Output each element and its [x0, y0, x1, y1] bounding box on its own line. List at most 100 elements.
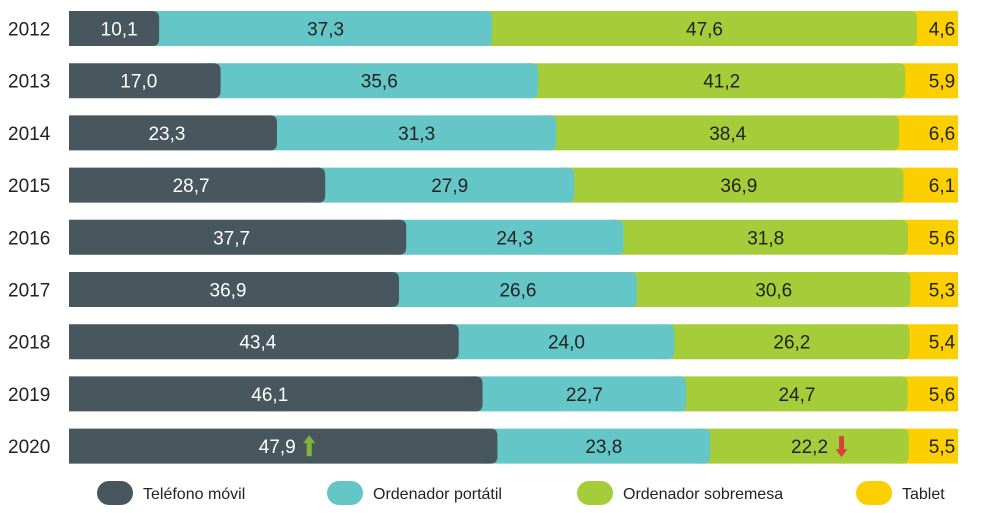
data-label: 23,3 [148, 124, 185, 145]
data-label: 36,9 [720, 176, 757, 197]
category-label: 2014 [8, 124, 51, 145]
bar-row: 2013 17,0 35,6 41,2 5,9 [8, 63, 958, 99]
data-label: 24,0 [548, 333, 585, 354]
bar-segment [69, 219, 407, 255]
data-label: 6,6 [929, 124, 955, 145]
bar-row: 2012 10,1 37,3 47,6 4,6 [8, 11, 958, 46]
bar-segment [622, 272, 911, 307]
legend-item: Tablet [856, 481, 945, 505]
arrow-up-icon [303, 435, 316, 457]
category-label: 2012 [8, 20, 50, 41]
category-label: 2015 [8, 176, 50, 197]
data-label: 43,4 [239, 333, 276, 354]
data-label: 26,2 [773, 333, 810, 354]
bar-segment [609, 219, 908, 255]
legend-item: Ordenador portátil [327, 481, 502, 505]
category-label: 2019 [8, 385, 50, 406]
bar-segment [69, 11, 160, 46]
data-label: 38,4 [709, 124, 746, 145]
bar-segment [206, 63, 539, 99]
data-label: 5,4 [929, 333, 956, 354]
data-label: 4,6 [929, 20, 955, 41]
legend-swatch [856, 481, 892, 505]
data-label: 22,2 [791, 437, 828, 458]
data-label: 36,9 [210, 281, 247, 302]
data-label: 5,5 [929, 437, 955, 458]
data-label: 47,6 [686, 20, 723, 41]
data-label: 5,6 [929, 228, 955, 249]
legend-swatch [577, 481, 613, 505]
data-label: 5,9 [929, 72, 955, 93]
data-label: 26,6 [499, 281, 536, 302]
bar-row: 2020 47,9 23,8 22,2 5,5 [8, 428, 958, 464]
bar-segment [69, 63, 221, 99]
data-label: 22,7 [566, 385, 603, 406]
category-label: 2016 [8, 228, 50, 249]
bar-row: 2014 23,3 31,3 38,4 6,6 [8, 115, 958, 151]
bar-segment [885, 115, 958, 151]
bar-segment [478, 11, 917, 46]
bar-segment [891, 63, 958, 99]
bar-segment [311, 167, 575, 203]
legend-swatch [327, 481, 363, 505]
bar-segment [524, 63, 906, 99]
data-label: 5,6 [929, 385, 955, 406]
bar-segment [894, 428, 958, 464]
bar-row: 2015 28,7 27,9 36,9 6,1 [8, 167, 958, 203]
data-label: 31,3 [398, 124, 435, 145]
data-label: 27,9 [431, 176, 468, 197]
category-label: 2018 [8, 333, 50, 354]
bar-segment [895, 324, 958, 360]
data-label: 47,9 [259, 437, 296, 458]
category-label: 2020 [8, 437, 50, 458]
bar-segment [560, 167, 904, 203]
data-label: 23,8 [585, 437, 622, 458]
bar-segment [889, 167, 958, 203]
data-label: 24,3 [496, 228, 533, 249]
arrow-down-icon [835, 436, 848, 458]
bar-segment [893, 219, 958, 255]
bar-row: 2016 37,7 24,3 31,8 5,6 [8, 219, 958, 255]
bar-segment [896, 272, 958, 307]
bar-segment [69, 167, 326, 203]
bar-segment [262, 115, 557, 151]
bar-row: 2017 36,9 26,6 30,6 5,3 [8, 272, 958, 307]
bar-segment [69, 428, 498, 464]
category-label: 2013 [8, 72, 50, 93]
data-label: 35,6 [361, 72, 398, 93]
legend-label: Ordenador sobremesa [623, 486, 783, 503]
data-label: 10,1 [101, 20, 138, 41]
data-label: 24,7 [778, 385, 815, 406]
bar-segment [69, 115, 277, 151]
bar-segment [483, 428, 711, 464]
data-label: 28,7 [173, 176, 210, 197]
legend-item: Teléfono móvil [97, 481, 245, 505]
data-label: 6,1 [929, 176, 955, 197]
bar-segment [69, 376, 483, 412]
legend-label: Ordenador portátil [373, 486, 502, 503]
legend-swatch [97, 481, 133, 505]
bar-segment [69, 272, 400, 307]
bar-segment [444, 324, 675, 360]
data-label: 17,0 [120, 72, 157, 93]
bar-segment [468, 376, 687, 412]
bar-segment [69, 324, 459, 360]
bar-segment [542, 115, 900, 151]
bar-segment [385, 272, 637, 307]
legend-label: Tablet [902, 486, 945, 503]
category-label: 2017 [8, 281, 50, 302]
data-label: 37,3 [307, 20, 344, 41]
bar-segment [660, 324, 910, 360]
legend: Teléfono móvil Ordenador portátil Ordenado… [97, 481, 945, 505]
data-label: 37,7 [213, 228, 250, 249]
bar-row: 2018 43,4 24,0 26,2 5,4 [8, 324, 958, 360]
data-label: 46,1 [251, 385, 288, 406]
bar-row: 2019 46,1 22,7 24,7 5,6 [8, 376, 958, 412]
bar-segment [893, 376, 958, 412]
bar-segment [672, 376, 908, 412]
bar-segment [145, 11, 493, 46]
legend-item: Ordenador sobremesa [577, 481, 783, 505]
data-label: 30,6 [755, 281, 792, 302]
